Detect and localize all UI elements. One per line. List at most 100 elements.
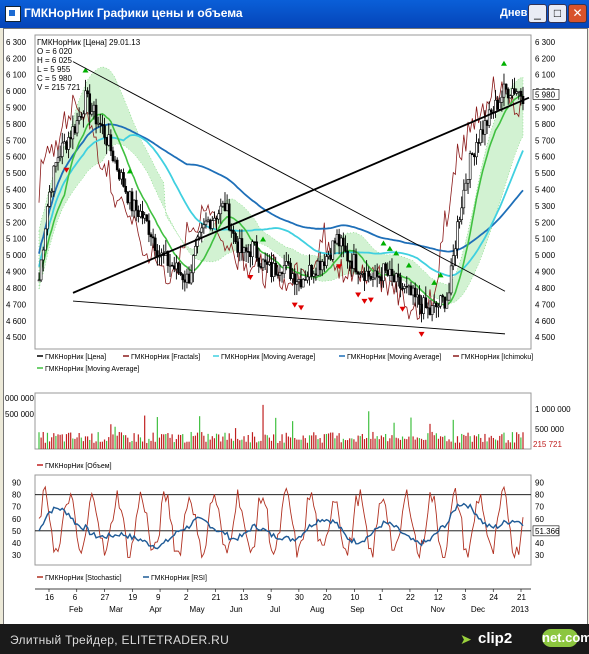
- price-axis-left-label: 5 900: [6, 104, 27, 113]
- x-axis-day-label: 13: [239, 593, 248, 602]
- candle-body: [206, 219, 210, 222]
- osc-axis-left-label: 60: [12, 515, 21, 524]
- candle-body: [37, 279, 41, 282]
- x-axis-day-label: 12: [434, 593, 443, 602]
- fractal-up-marker: [82, 67, 89, 73]
- candle-body: [312, 273, 316, 277]
- price-axis-right-label: 4 800: [535, 284, 556, 293]
- chart-svg[interactable]: 4 500 4 500 4 600 4 600 4 700 4 700 4 800 4 800…: [4, 29, 587, 625]
- candle-body: [124, 185, 127, 193]
- candle-body: [130, 191, 134, 212]
- candle-body: [147, 220, 151, 235]
- candle-body: [380, 276, 383, 282]
- candle-body: [399, 276, 402, 289]
- fractal-down-marker: [247, 275, 254, 281]
- candle-body: [172, 265, 176, 270]
- candle-body: [255, 241, 258, 259]
- price-axis-left-label: 4 800: [6, 284, 27, 293]
- x-axis-day-label: 27: [101, 593, 110, 602]
- candle-body: [401, 287, 404, 290]
- candle-body: [191, 255, 195, 274]
- ohlc-info-line: O = 6 020: [37, 47, 73, 56]
- title-bar[interactable]: ГМКНорНик Графики цены и объема Дневной …: [0, 0, 589, 28]
- chart-frame: 4 500 4 500 4 600 4 600 4 700 4 700 4 800 4 800…: [3, 28, 588, 626]
- candle-body: [128, 191, 132, 204]
- trendline-support-rising: [72, 96, 530, 294]
- logo-text: clip2: [478, 630, 513, 647]
- candle-body: [443, 296, 447, 309]
- candle-body: [63, 141, 66, 144]
- candle-body: [449, 265, 453, 294]
- candle-body: [265, 261, 269, 265]
- x-axis-day-label: 10: [350, 593, 359, 602]
- candle-body: [177, 262, 180, 273]
- fractal-up-marker: [431, 279, 438, 285]
- osc-axis-right-label: 80: [535, 491, 544, 500]
- price-axis-left-label: 4 500: [6, 333, 27, 342]
- osc-axis-left-label: 70: [12, 503, 21, 512]
- close-button[interactable]: ✕: [568, 4, 587, 23]
- ohlc-info-line: L = 5 955: [37, 65, 71, 74]
- candle-body: [308, 264, 311, 278]
- fractal-up-marker: [405, 262, 412, 268]
- candle-body: [69, 137, 73, 140]
- candle-body: [295, 281, 299, 285]
- candle-body: [236, 241, 239, 253]
- legend-price-item: ГМКНорНик [Ichimoku]: [461, 354, 533, 361]
- x-axis-day-label: 20: [323, 593, 332, 602]
- candle-body: [92, 104, 96, 112]
- maximize-button[interactable]: □: [548, 4, 567, 23]
- last-price-label: 5 980: [535, 90, 556, 99]
- candle-body: [71, 126, 75, 140]
- candle-body: [211, 220, 214, 229]
- ohlc-info-line: H = 6 025: [37, 56, 72, 65]
- ohlc-info-line: C = 5 980: [37, 74, 72, 83]
- x-axis-month-label: Nov: [431, 605, 445, 614]
- candle-body: [44, 228, 47, 251]
- candle-body: [411, 287, 415, 296]
- candle-body: [327, 254, 330, 257]
- candle-body: [447, 292, 451, 301]
- fractal-down-marker: [63, 167, 70, 173]
- candle-body: [335, 234, 339, 244]
- candle-body: [297, 279, 301, 282]
- candle-body: [213, 217, 216, 222]
- candle-body: [139, 210, 142, 217]
- price-axis-right-label: 6 100: [535, 71, 556, 80]
- moving-average-light-line: [38, 134, 524, 277]
- candle-body: [352, 254, 356, 269]
- candle-body: [496, 99, 499, 110]
- candle-body: [289, 262, 292, 280]
- candle-body: [183, 279, 187, 283]
- candle-body: [48, 191, 51, 207]
- candle-body: [451, 255, 455, 267]
- candle-body: [65, 141, 68, 150]
- candle-body: [390, 268, 394, 276]
- candle-body: [511, 88, 514, 96]
- candle-body: [354, 254, 358, 273]
- candle-body: [179, 272, 182, 275]
- candle-body: [310, 264, 313, 277]
- candle-body: [84, 90, 87, 115]
- candle-body: [270, 261, 273, 277]
- candle-body: [52, 165, 56, 192]
- fractal-down-marker: [291, 302, 298, 308]
- candle-body: [194, 246, 197, 256]
- price-axis-left-label: 5 500: [6, 169, 27, 178]
- osc-axis-right-label: 40: [535, 539, 544, 548]
- candle-body: [217, 213, 220, 220]
- candle-body: [187, 273, 191, 284]
- candle-body: [473, 154, 476, 158]
- volume-axis-right-label: 500 000: [535, 425, 564, 434]
- candle-body: [189, 272, 193, 284]
- x-axis-day-label: 24: [489, 593, 498, 602]
- osc-axis-left-label: 80: [12, 491, 21, 500]
- candle-body: [498, 102, 502, 110]
- candle-body: [428, 307, 432, 315]
- x-axis-day-label: 21: [517, 593, 526, 602]
- price-axis-right-label: 5 200: [535, 218, 556, 227]
- candle-body: [458, 219, 461, 223]
- minimize-button[interactable]: _: [528, 4, 547, 23]
- candle-body: [54, 162, 58, 167]
- fractal-up-marker: [393, 250, 400, 256]
